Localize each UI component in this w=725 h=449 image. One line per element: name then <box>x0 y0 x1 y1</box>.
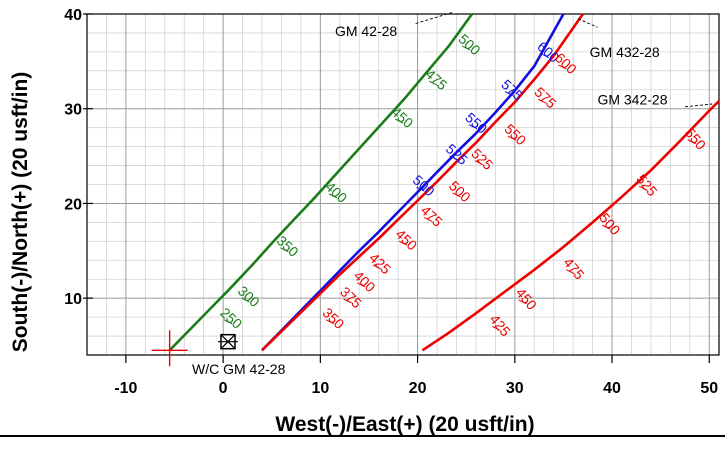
annotation-label-2: GM 342-28 <box>597 91 667 107</box>
tick-label-layer: -10 0 10 20 30 40 50 10 20 30 40 <box>64 7 718 397</box>
md-tick-3 <box>518 299 527 305</box>
md-label-0: 500 <box>456 31 484 59</box>
annotation-label-3: W/C GM 42-28 <box>192 361 286 377</box>
md-label-0: 250 <box>217 304 245 332</box>
md-tick-0 <box>241 297 250 303</box>
series-line-3 <box>421 100 720 352</box>
y-tick-label: 20 <box>64 196 82 213</box>
md-tick-3 <box>566 269 575 275</box>
x-tick-label: 40 <box>603 380 621 397</box>
y-tick-label: 40 <box>64 7 82 24</box>
annotation-leader-0 <box>415 11 454 24</box>
md-label-3: 425 <box>487 311 514 339</box>
md-tick-2 <box>343 298 352 304</box>
md-tick-3 <box>492 326 501 331</box>
y-tick-label: 10 <box>64 291 82 308</box>
md-label-2: 500 <box>446 177 474 205</box>
md-tick-1 <box>468 124 478 130</box>
minor-grid <box>86 14 719 356</box>
md-label-0: 400 <box>322 178 350 206</box>
series-line-2 <box>261 13 584 352</box>
md-tick-0 <box>461 45 471 51</box>
md-label-3: 450 <box>513 285 540 313</box>
md-label-2: 475 <box>418 202 446 230</box>
md-tick-2 <box>537 98 547 104</box>
md-tick-2 <box>372 264 381 270</box>
x-axis-title: West(-)/East(+) (20 usft/in) <box>275 413 534 436</box>
md-label-2: 350 <box>320 304 348 332</box>
md-tick-3 <box>601 224 611 230</box>
marker-layer <box>151 330 238 367</box>
md-label-0: 450 <box>388 104 416 132</box>
series-layer <box>168 13 720 352</box>
md-tick-1 <box>449 155 458 161</box>
annotation-leader-2 <box>684 103 713 108</box>
series-line-1 <box>261 13 565 352</box>
plot-frame <box>86 13 720 356</box>
x-tick-label: 20 <box>409 380 427 397</box>
md-tick-3 <box>638 185 648 191</box>
md-tick-2 <box>325 319 335 325</box>
annotation-layer: GM 42-28 GM 432-28 GM 342-28 W/C GM 42-28 <box>192 11 713 377</box>
md-label-3: 475 <box>560 254 587 282</box>
md-tick-2 <box>424 217 433 222</box>
md-tick-2 <box>558 64 567 70</box>
major-grid <box>87 13 719 355</box>
md-tick-3 <box>687 139 696 145</box>
well-center-icon <box>217 333 238 350</box>
md-tick-1 <box>504 91 514 97</box>
y-tick-label: 30 <box>64 102 82 119</box>
series-line-0 <box>168 13 474 352</box>
md-tick-2 <box>356 282 366 288</box>
md-tick-2 <box>474 160 484 166</box>
md-label-2: 425 <box>366 249 394 277</box>
md-tick-0 <box>394 118 404 124</box>
md-tick-0 <box>223 319 233 325</box>
annotation-label-1: GM 432-28 <box>590 44 660 60</box>
x-tick-label: 50 <box>700 380 718 397</box>
md-tick-0 <box>428 80 438 86</box>
y-axis-title: South(-)/North(+) (20 usft/in) <box>9 72 32 353</box>
md-label-0: 475 <box>422 66 450 94</box>
md-tick-2 <box>507 135 517 141</box>
md-label-0: 300 <box>235 283 263 311</box>
md-label-1: 525 <box>443 140 471 168</box>
md-label-2: 450 <box>392 226 420 254</box>
md-label-3: 550 <box>682 125 709 153</box>
target-crosshair-icon <box>151 330 188 367</box>
md-tick-2 <box>452 192 461 198</box>
md-tick-2 <box>398 240 408 246</box>
md-tick-1 <box>416 186 425 192</box>
md-label-2: 550 <box>501 121 529 149</box>
x-tick-label: 0 <box>219 380 228 397</box>
annotation-label-0: GM 42-28 <box>335 23 397 39</box>
x-tick-label: 10 <box>311 380 329 397</box>
md-label-2: 575 <box>531 84 559 112</box>
x-tick-label: -10 <box>114 380 137 397</box>
md-label-3: 525 <box>633 171 660 199</box>
md-tick-1 <box>540 53 550 59</box>
md-tick-0 <box>280 247 289 253</box>
x-tick-label: 30 <box>506 380 524 397</box>
annotation-leader-1 <box>577 18 598 28</box>
md-label-2: 525 <box>468 145 496 173</box>
md-tick-0 <box>328 193 338 199</box>
